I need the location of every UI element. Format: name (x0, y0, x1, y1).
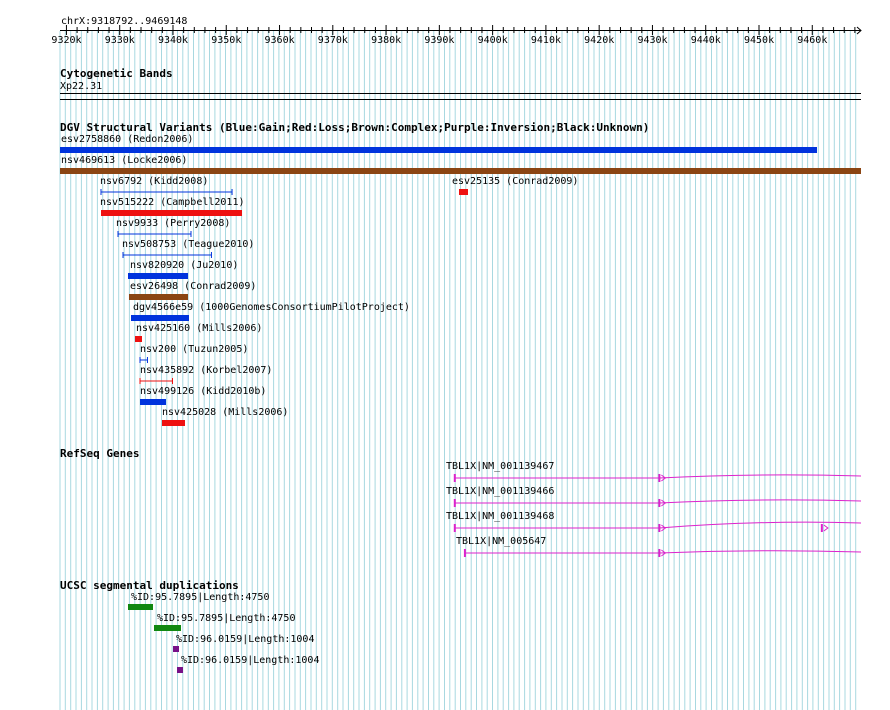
ruler-arrow (856, 26, 862, 35)
ruler-tick-label: 9430k (637, 35, 668, 46)
refseq-gene-intron (454, 474, 862, 479)
segdup-feature-bar[interactable] (177, 667, 184, 673)
dgv-feature-label[interactable]: dgv4566e59 (1000GenomesConsortiumPilotPr… (133, 302, 410, 313)
ruler-tick-label: 9320k (51, 35, 82, 46)
ruler-tick-label: 9450k (743, 35, 775, 46)
refseq-strand-arrow (661, 499, 667, 507)
dgv-feature-bar[interactable] (60, 168, 861, 174)
dgv-feature-label[interactable]: nsv508753 (Teague2010) (122, 239, 255, 250)
ruler-tick-label: 9330k (104, 35, 135, 46)
refseq-gene-intron (464, 550, 862, 554)
refseq-strand-arrow (661, 549, 667, 557)
ruler-tick-label: 9340k (157, 35, 189, 46)
dgv-feature-bar[interactable] (60, 147, 818, 153)
dgv-feature-bar[interactable] (128, 273, 188, 279)
segdup-feature-label[interactable]: %ID:96.0159|Length:1004 (176, 634, 315, 645)
dgv-feature-bar[interactable] (139, 377, 173, 385)
dgv-feature-bar[interactable] (139, 399, 166, 405)
dgv-feature-label[interactable]: esv26498 (Conrad2009) (130, 281, 257, 292)
dgv-feature-label[interactable]: esv2758860 (Redon2006) (61, 134, 194, 145)
ruler-tick-marks (65, 25, 862, 35)
dgv-feature-bar[interactable] (117, 230, 192, 238)
dgv-feature-bar[interactable] (131, 315, 190, 321)
refseq-strand-arrow (823, 524, 829, 532)
refseq-gene-label[interactable]: TBL1X|NM_001139466 (446, 486, 555, 497)
ruler-tick-label: 9420k (584, 35, 615, 46)
dgv-feature-label[interactable]: nsv425160 (Mills2006) (136, 323, 263, 334)
dgv-feature-label[interactable]: nsv499126 (Kidd2010b) (140, 386, 267, 397)
ruler-tick-label: 9440k (690, 35, 721, 46)
ruler-tick-label: 9360k (264, 35, 295, 46)
dgv-feature-bar[interactable] (100, 188, 233, 196)
refseq-gene-label[interactable]: TBL1X|NM_001139468 (446, 511, 555, 522)
segdup-feature-bar[interactable] (128, 604, 154, 610)
refseq-track-title: RefSeq Genes (60, 447, 140, 460)
dgv-feature-label[interactable]: nsv820920 (Ju2010) (130, 260, 239, 271)
cytoband-line (60, 93, 861, 94)
segdup-feature-label[interactable]: %ID:95.7895|Length:4750 (131, 592, 270, 603)
dgv-feature-label[interactable]: nsv6792 (Kidd2008) (100, 176, 209, 187)
refseq-gene-intron (454, 499, 862, 504)
dgv-feature-label[interactable]: esv25135 (Conrad2009) (452, 176, 579, 187)
cytoband-line-bottom (60, 99, 861, 100)
cytoband-track-title: Cytogenetic Bands (60, 67, 173, 80)
dgv-feature-bar[interactable] (162, 420, 185, 426)
ruler-tick-label: 9410k (530, 35, 561, 46)
dgv-feature-label[interactable]: nsv515222 (Campbell2011) (100, 197, 245, 208)
segdup-feature-label[interactable]: %ID:96.0159|Length:1004 (181, 655, 320, 666)
cytoband-label: Xp22.31 (60, 81, 103, 92)
dgv-feature-bar[interactable] (122, 251, 212, 259)
region-label: chrX:9318792..9469148 (61, 16, 188, 27)
dgv-feature-bar[interactable] (129, 294, 188, 300)
refseq-gene-intron (454, 521, 862, 529)
segdup-track-title: UCSC segmental duplications (60, 579, 239, 592)
dgv-feature-bar[interactable] (458, 189, 469, 195)
dgv-feature-bar[interactable] (139, 356, 148, 364)
dgv-feature-label[interactable]: nsv200 (Tuzun2005) (140, 344, 249, 355)
dgv-feature-label[interactable]: nsv435892 (Korbel2007) (140, 365, 273, 376)
dgv-feature-label[interactable]: nsv425028 (Mills2006) (162, 407, 289, 418)
ruler-tick-label: 9400k (477, 35, 508, 46)
segdup-feature-bar[interactable] (172, 646, 179, 652)
refseq-gene-label[interactable]: TBL1X|NM_005647 (456, 536, 547, 547)
segdup-feature-bar[interactable] (154, 625, 181, 631)
ruler-tick-label: 9390k (424, 35, 455, 46)
dgv-feature-bar[interactable] (100, 210, 243, 216)
dgv-feature-label[interactable]: nsv9933 (Perry2008) (116, 218, 231, 229)
dgv-feature-label[interactable]: nsv469613 (Locke2006) (61, 155, 188, 166)
ruler-tick-label: 9460k (797, 35, 828, 46)
refseq-gene-label[interactable]: TBL1X|NM_001139467 (446, 461, 555, 472)
refseq-strand-arrow (661, 474, 667, 482)
ruler-tick-label: 9350k (211, 35, 242, 46)
dgv-track-title: DGV Structural Variants (Blue:Gain;Red:L… (60, 121, 650, 134)
segdup-feature-label[interactable]: %ID:95.7895|Length:4750 (157, 613, 296, 624)
ruler-tick-label: 9380k (371, 35, 402, 46)
dgv-feature-bar[interactable] (134, 336, 142, 342)
ruler-tick-label: 9370k (317, 35, 348, 46)
refseq-strand-arrow (661, 524, 667, 532)
